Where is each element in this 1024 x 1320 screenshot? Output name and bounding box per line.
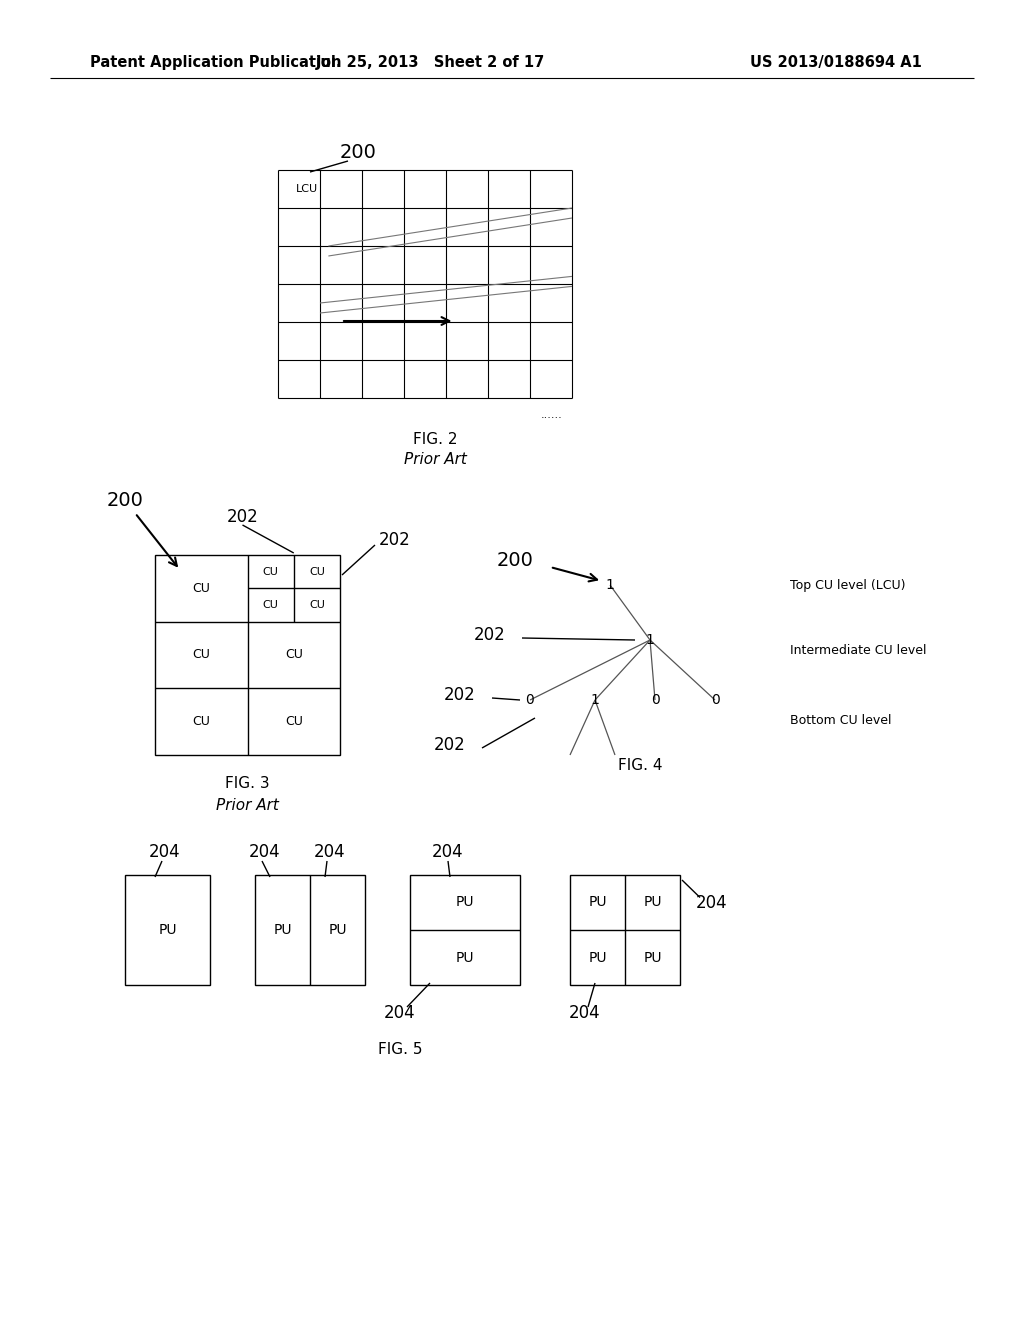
Text: CU: CU (263, 601, 279, 610)
Text: 202: 202 (379, 531, 411, 549)
Text: 200: 200 (340, 143, 377, 161)
Text: ......: ...... (541, 411, 563, 420)
Text: 200: 200 (497, 550, 534, 569)
Text: CU: CU (193, 715, 210, 729)
Text: PU: PU (588, 950, 607, 965)
Text: 202: 202 (434, 737, 466, 754)
Text: LCU: LCU (296, 183, 318, 194)
Text: CU: CU (285, 648, 303, 661)
Bar (410, 875, 520, 985)
Text: PU: PU (329, 923, 347, 937)
Text: CU: CU (309, 566, 325, 577)
Text: FIG. 3: FIG. 3 (225, 776, 269, 791)
Text: PU: PU (643, 950, 662, 965)
Text: 204: 204 (432, 843, 464, 861)
Text: 0: 0 (711, 693, 720, 708)
Text: CU: CU (263, 566, 279, 577)
Text: 204: 204 (569, 1005, 601, 1022)
Text: 204: 204 (314, 843, 346, 861)
Text: FIG. 4: FIG. 4 (617, 758, 663, 772)
Text: CU: CU (309, 601, 325, 610)
Text: 200: 200 (106, 491, 143, 510)
Text: PU: PU (456, 950, 474, 965)
Text: 1: 1 (645, 634, 654, 647)
Text: US 2013/0188694 A1: US 2013/0188694 A1 (750, 54, 922, 70)
Text: PU: PU (588, 895, 607, 909)
Text: PU: PU (643, 895, 662, 909)
Text: 202: 202 (444, 686, 476, 704)
Text: 204: 204 (249, 843, 281, 861)
Text: 202: 202 (474, 626, 506, 644)
Text: PU: PU (273, 923, 292, 937)
Text: PU: PU (456, 895, 474, 909)
Text: CU: CU (193, 582, 210, 595)
Text: Jul. 25, 2013   Sheet 2 of 17: Jul. 25, 2013 Sheet 2 of 17 (315, 54, 545, 70)
Text: Prior Art: Prior Art (403, 453, 467, 467)
Text: 204: 204 (150, 843, 181, 861)
Text: FIG. 5: FIG. 5 (378, 1043, 422, 1057)
Text: Patent Application Publication: Patent Application Publication (90, 54, 341, 70)
Text: 202: 202 (226, 508, 258, 525)
Text: Prior Art: Prior Art (216, 797, 279, 813)
Text: Intermediate CU level: Intermediate CU level (790, 644, 927, 656)
Text: 0: 0 (650, 693, 659, 708)
Bar (255, 875, 365, 985)
Bar (570, 875, 680, 985)
Bar (155, 554, 340, 755)
Text: Top CU level (LCU): Top CU level (LCU) (790, 578, 905, 591)
Text: CU: CU (193, 648, 210, 661)
Text: PU: PU (159, 923, 177, 937)
Text: 1: 1 (605, 578, 614, 591)
Text: 204: 204 (696, 894, 728, 912)
Bar (125, 875, 210, 985)
Text: 1: 1 (591, 693, 599, 708)
Text: 204: 204 (384, 1005, 416, 1022)
Text: FIG. 2: FIG. 2 (413, 433, 458, 447)
Text: Bottom CU level: Bottom CU level (790, 714, 892, 726)
Text: CU: CU (285, 715, 303, 729)
Text: 0: 0 (525, 693, 535, 708)
